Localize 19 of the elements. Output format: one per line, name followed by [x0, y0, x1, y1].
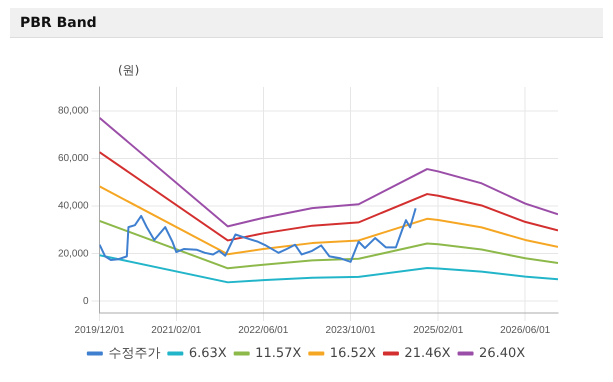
x-tick-label: 2026/06/01 [500, 324, 551, 336]
x-tick-label: 2025/02/01 [413, 324, 464, 336]
legend-label: 11.57X [255, 346, 302, 361]
y-tick-label: 40,000 [58, 200, 90, 212]
legend-label: 16.52X [330, 346, 376, 361]
legend-label: 26.40X [479, 346, 526, 361]
chart-title: PBR Band [10, 8, 603, 38]
x-tick-label: 2023/10/01 [326, 324, 376, 336]
x-tick-label: 2022/06/01 [238, 324, 289, 336]
y-tick-label: 60,000 [58, 153, 90, 164]
legend-label: 6.63X [188, 346, 227, 361]
y-tick-label: 0 [83, 296, 90, 307]
legend-label: 21.46X [404, 346, 451, 361]
x-tick-label: 2019/12/01 [74, 324, 126, 336]
legend-label: 수정주가 [108, 346, 160, 361]
x-tick-label: 2021/02/01 [151, 324, 202, 336]
y-tick-label: 20,000 [58, 248, 90, 260]
y-axis-title: (원) [118, 62, 140, 79]
y-tick-label: 80,000 [58, 106, 90, 117]
